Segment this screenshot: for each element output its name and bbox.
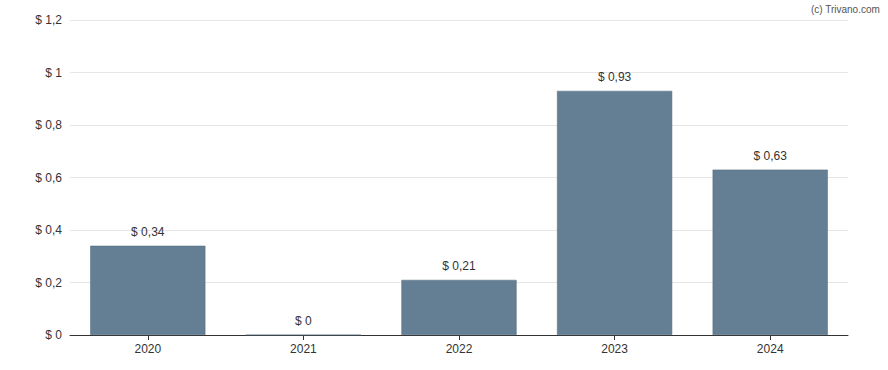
svg-text:2021: 2021 (290, 342, 317, 356)
svg-text:2024: 2024 (757, 342, 784, 356)
svg-text:$ 0,6: $ 0,6 (35, 171, 62, 185)
svg-text:2022: 2022 (446, 342, 473, 356)
svg-text:$ 0,2: $ 0,2 (35, 276, 62, 290)
svg-text:(c) Trivano.com: (c) Trivano.com (811, 4, 880, 15)
svg-text:2023: 2023 (601, 342, 628, 356)
svg-text:$ 0,4: $ 0,4 (35, 223, 62, 237)
svg-text:$ 1,2: $ 1,2 (35, 13, 62, 27)
svg-text:$ 0,93: $ 0,93 (598, 70, 632, 84)
svg-text:$ 0: $ 0 (45, 328, 62, 342)
svg-text:$ 0,34: $ 0,34 (131, 225, 165, 239)
svg-text:$ 0,8: $ 0,8 (35, 118, 62, 132)
svg-text:$ 0,63: $ 0,63 (754, 149, 788, 163)
svg-text:2020: 2020 (134, 342, 161, 356)
svg-text:$ 0,21: $ 0,21 (442, 259, 476, 273)
svg-text:$ 0: $ 0 (295, 314, 312, 328)
svg-text:$ 1: $ 1 (45, 66, 62, 80)
